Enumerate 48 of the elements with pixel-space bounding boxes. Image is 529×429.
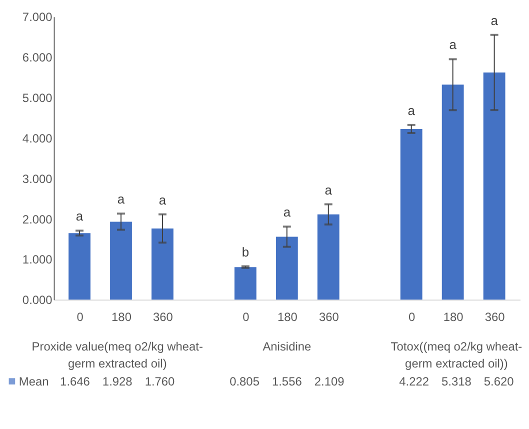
bar	[152, 228, 174, 300]
text: Anisidine	[262, 339, 312, 354]
x-tick-label: 0	[76, 310, 84, 324]
data-label: 2.109	[314, 374, 345, 388]
x-tick-label: 180	[277, 310, 298, 324]
bar	[317, 214, 340, 300]
text: Totox((meq o2/kg wheat-germ extracted oil))	[390, 339, 522, 370]
data-label: 4.222	[399, 374, 430, 388]
data-label: 1.760	[144, 374, 176, 388]
x-tick-label: 360	[153, 310, 174, 324]
annotation: a	[76, 208, 84, 224]
data-label: 1.646	[60, 374, 90, 388]
bar	[68, 233, 90, 300]
y-tick-label: 5.000	[22, 91, 53, 106]
y-tick-label: 6.000	[22, 50, 53, 65]
y-tick-label: 2.000	[22, 212, 53, 226]
annotation: a	[158, 192, 167, 208]
y-tick-label: 7.000	[22, 10, 53, 24]
annotation: a	[117, 192, 126, 207]
x-tick-label: 180	[443, 310, 464, 324]
x-tick-label: 0	[408, 310, 416, 324]
bar	[400, 128, 422, 300]
data-label: 5.620	[484, 374, 514, 388]
annotation: b	[242, 244, 250, 260]
bar	[276, 236, 298, 300]
x-tick-label: 360	[318, 310, 340, 324]
data-label: 0.805	[230, 374, 260, 388]
annotation: a	[324, 182, 333, 198]
data-label: 1.556	[272, 374, 302, 388]
y-tick-label: 1.000	[22, 252, 53, 267]
annotation: a	[449, 37, 458, 52]
legend-label: Mean	[18, 374, 49, 388]
bar	[442, 84, 464, 300]
bar	[234, 267, 256, 300]
annotation: a	[283, 204, 292, 220]
x-tick-label: 360	[484, 310, 506, 324]
x-tick-label: 180	[112, 310, 132, 324]
text: Proxide value(meq o2/kg wheat-germ extracted oil)	[32, 339, 203, 370]
y-tick-label: 3.000	[22, 172, 53, 186]
y-tick-label: 0.000	[22, 293, 53, 308]
annotation: a	[490, 12, 499, 28]
annotation: a	[408, 102, 416, 118]
bar	[110, 222, 132, 300]
y-tick-label: 4.000	[22, 131, 53, 146]
data-label: 1.928	[102, 374, 133, 388]
data-label: 5.318	[442, 374, 472, 388]
x-tick-label: 0	[242, 310, 250, 324]
bar	[483, 72, 506, 300]
